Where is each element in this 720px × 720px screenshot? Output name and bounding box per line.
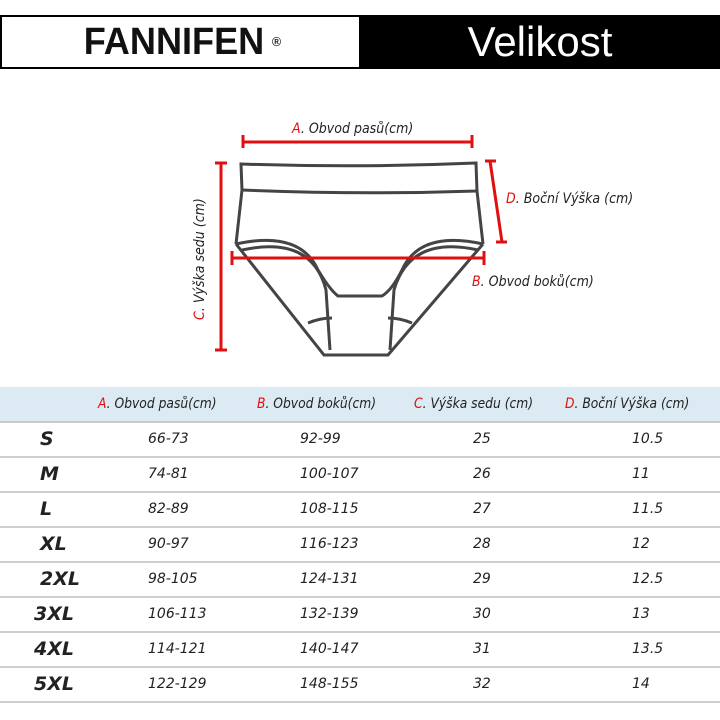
hip-cell: 116-123 [300,536,359,552]
side-height-cell: 10.5 [632,431,664,447]
table-header: A. Obvod pasů(cm) B. Obvod boků(cm) C. V… [0,387,720,423]
waist-cell: 122-129 [148,676,207,692]
table-row: 3XL 106-113 132-139 30 13 [0,598,720,633]
size-cell: 5XL [34,673,74,695]
rise-cell: 30 [473,606,491,622]
side-height-cell: 13 [632,606,650,622]
header-d: D. Boční Výška (cm) [565,396,690,412]
side-height-cell: 11.5 [632,501,664,517]
rise-line [215,161,227,352]
logo-text: FANNIFEN [83,20,264,63]
measure-lines [215,135,507,352]
size-cell: 4XL [34,638,74,660]
header-c: C. Výška sedu (cm) [414,396,534,412]
hip-cell: 92-99 [300,431,341,447]
size-cell: 2XL [40,568,80,590]
hip-line [230,251,486,265]
waist-cell: 82-89 [148,501,189,517]
waist-cell: 106-113 [148,606,207,622]
side-height-cell: 12 [632,536,650,552]
header-b: B. Obvod boků(cm) [257,396,377,412]
page-title: Velikost [467,18,613,65]
table-row: 5XL 122-129 148-155 32 14 [0,668,720,703]
side-height-cell: 12.5 [632,571,664,587]
hip-cell: 132-139 [300,606,359,622]
table-row: L 82-89 108-115 27 11.5 [0,493,720,528]
label-d: D. Boční Výška (cm) [506,191,634,207]
waist-cell: 90-97 [148,536,189,552]
waist-cell: 66-73 [148,431,189,447]
brand-logo: FANNIFEN ® [2,17,359,67]
hip-cell: 100-107 [300,466,359,482]
waist-line [241,135,474,148]
table-row: 4XL 114-121 140-147 31 13.5 [0,633,720,668]
side-height-line [485,159,507,244]
rise-cell: 32 [473,676,491,692]
size-cell: 3XL [34,603,74,625]
briefs-outline [234,161,485,357]
side-height-cell: 11 [632,466,650,482]
label-c: C. Výška sedu (cm) [192,198,208,320]
waist-cell: 114-121 [148,641,207,657]
rise-cell: 26 [473,466,491,482]
size-cell: M [40,463,59,485]
hip-cell: 108-115 [300,501,359,517]
table-row: 2XL 98-105 124-131 29 12.5 [0,563,720,598]
rise-cell: 28 [473,536,491,552]
table-row: XL 90-97 116-123 28 12 [0,528,720,563]
size-cell: XL [40,533,67,555]
size-cell: L [40,498,53,520]
header-a: A. Obvod pasů(cm) [98,396,217,412]
size-cell: S [40,428,54,450]
registered-mark: ® [270,35,283,49]
table-row: M 74-81 100-107 26 11 [0,458,720,493]
hip-cell: 148-155 [300,676,359,692]
label-b: B. Obvod boků(cm) [472,274,594,290]
rise-cell: 29 [473,571,491,587]
hip-cell: 140-147 [300,641,359,657]
side-height-cell: 14 [632,676,650,692]
rise-cell: 25 [473,431,491,447]
header-bar: FANNIFEN ® Velikost [0,15,720,69]
waist-cell: 74-81 [148,466,189,482]
waist-cell: 98-105 [148,571,198,587]
briefs-diagram [215,135,507,357]
rise-cell: 31 [473,641,491,657]
side-height-cell: 13.5 [632,641,664,657]
label-a: A. Obvod pasů(cm) [292,121,414,137]
table-row: S 66-73 92-99 25 10.5 [0,423,720,458]
rise-cell: 27 [473,501,491,517]
hip-cell: 124-131 [300,571,359,587]
